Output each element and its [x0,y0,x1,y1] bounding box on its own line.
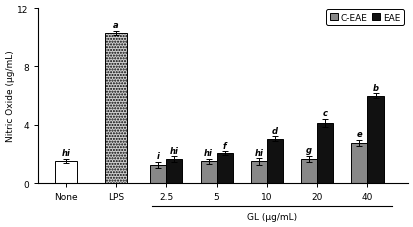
Text: GL (μg/mL): GL (μg/mL) [246,212,296,221]
Text: g: g [305,146,311,155]
Text: d: d [271,126,277,135]
Text: hi: hi [170,146,178,155]
Bar [250,162,266,183]
Text: i: i [157,152,159,160]
Text: a: a [113,21,119,30]
Bar [55,162,77,183]
Text: e: e [356,130,361,139]
Text: hi: hi [204,148,213,158]
Bar [104,34,127,183]
Bar [166,159,182,183]
Bar [300,159,316,183]
Y-axis label: Nitric Oxide (μg/mL): Nitric Oxide (μg/mL) [5,51,14,142]
Text: f: f [222,141,226,150]
Text: b: b [372,83,377,92]
Bar [200,162,216,183]
Bar [316,123,332,183]
Bar [150,165,166,183]
Bar [367,96,382,183]
Bar [216,154,232,183]
Legend: C-EAE, EAE: C-EAE, EAE [325,10,403,26]
Text: hi: hi [61,149,70,158]
Text: c: c [322,109,327,118]
Bar [351,143,367,183]
Text: hi: hi [254,148,263,157]
Bar [266,139,282,183]
